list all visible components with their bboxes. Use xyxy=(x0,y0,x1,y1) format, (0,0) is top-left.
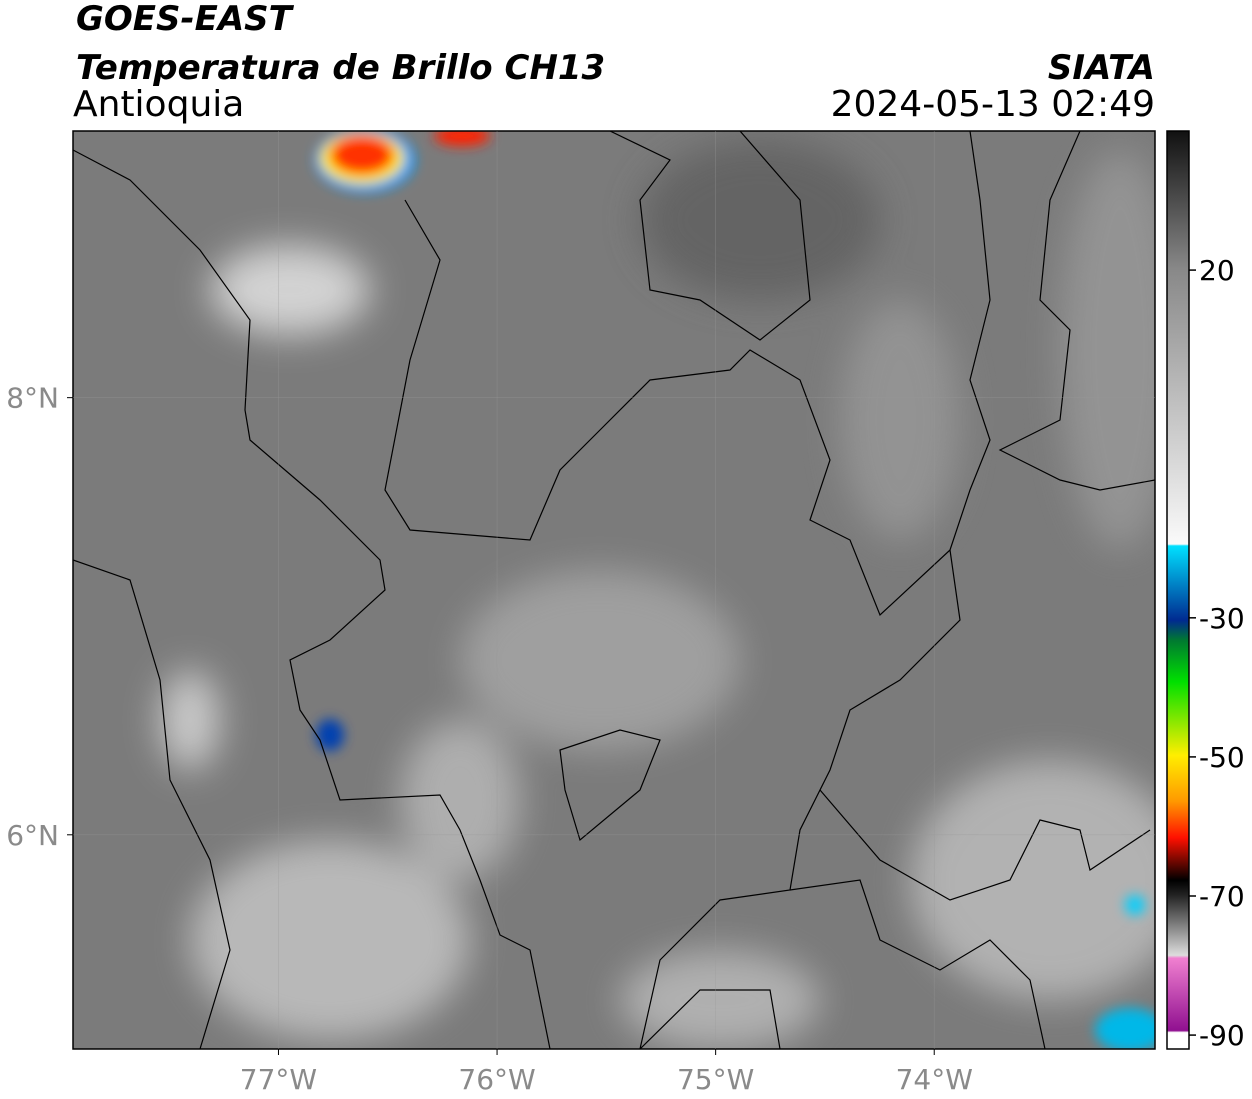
colorbar-tick-label: -70 xyxy=(1199,880,1245,913)
subtitle: Temperatura de Brillo CH13 xyxy=(76,48,605,88)
colorbar-tick-label: -30 xyxy=(1199,602,1245,635)
colorbar-tick-label: -90 xyxy=(1199,1019,1245,1052)
colorbar-tick-label: -50 xyxy=(1199,741,1245,774)
x-tick-label: 75°W xyxy=(677,1063,754,1096)
title: GOES-EAST xyxy=(76,0,295,39)
x-tick-label: 76°W xyxy=(458,1063,535,1096)
map-frame xyxy=(72,130,1156,1050)
colorbar xyxy=(1166,130,1190,1050)
region: Antioquia xyxy=(73,84,244,125)
y-tick-label: 8°N xyxy=(6,382,59,415)
source: SIATA xyxy=(1048,48,1155,88)
x-tick-label: 77°W xyxy=(240,1063,317,1096)
x-tick-label: 74°W xyxy=(896,1063,973,1096)
colorbar-tick-label: 20 xyxy=(1199,254,1235,287)
satellite-image xyxy=(73,131,1155,1049)
y-tick-label: 6°N xyxy=(6,819,59,852)
datetime: 2024-05-13 02:49 xyxy=(831,84,1155,125)
